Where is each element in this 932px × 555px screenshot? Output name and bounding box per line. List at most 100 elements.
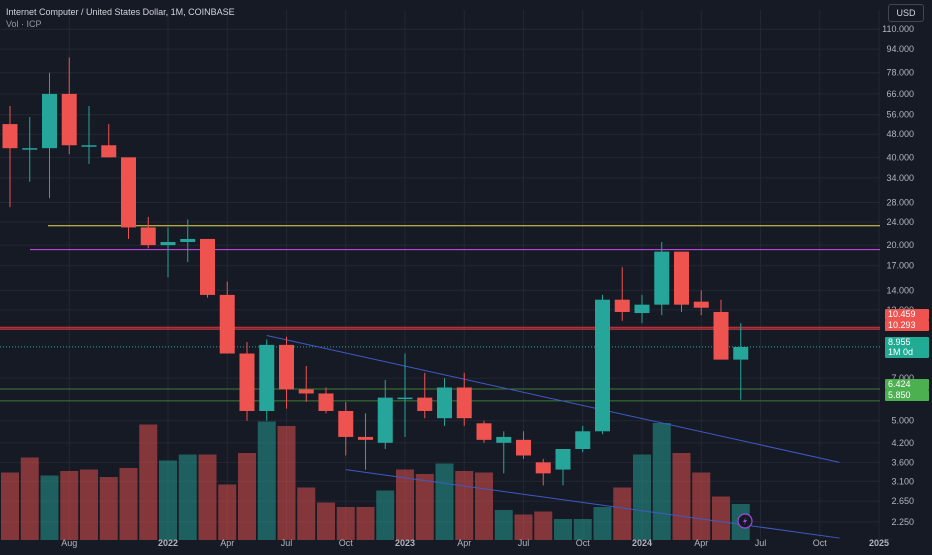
- y-tick-label: 5.000: [891, 416, 914, 426]
- volume-bar: [455, 471, 474, 540]
- resistance-band: [0, 327, 880, 330]
- volume-bar: [1, 472, 19, 540]
- y-tick-label: 2.650: [891, 496, 914, 506]
- volume-bar: [514, 514, 533, 540]
- volume-bar: [159, 460, 177, 540]
- candle-body: [456, 387, 472, 419]
- candle-body: [496, 436, 512, 443]
- volume-bar: [712, 496, 730, 540]
- chart-legend: Internet Computer / United States Dollar…: [6, 6, 235, 30]
- lightning-alert-icon[interactable]: [737, 513, 753, 529]
- candle-body: [733, 346, 749, 360]
- volume-legend[interactable]: Vol · ICP: [6, 19, 42, 29]
- candle-body: [259, 344, 275, 411]
- y-tick-label: 2.250: [891, 517, 914, 527]
- y-tick-label: 110.000: [882, 24, 914, 34]
- candle-body: [279, 344, 294, 390]
- candle-body: [634, 304, 650, 314]
- grid-lines: [0, 10, 880, 540]
- candle-body: [555, 448, 571, 470]
- candle-body: [101, 145, 117, 158]
- y-tick-label: 3.100: [891, 476, 914, 486]
- y-tick-label: 3.600: [891, 457, 914, 467]
- trendlines: [266, 335, 840, 539]
- last-price-tag: 8.955: [885, 337, 929, 348]
- candle-body: [575, 431, 591, 449]
- candle-body: [437, 387, 452, 419]
- x-tick-label: 2023: [395, 538, 415, 548]
- volume-bar: [376, 490, 395, 540]
- volume-bar: [672, 453, 691, 540]
- candle-body: [338, 410, 354, 437]
- x-tick-label: Apr: [220, 538, 234, 548]
- y-tick-label: 40.000: [886, 152, 914, 162]
- candle-body: [674, 251, 689, 305]
- volume-bar: [119, 468, 138, 540]
- x-tick-label: Apr: [457, 538, 471, 548]
- candle-body: [121, 157, 136, 228]
- resistance-tag-lower: 10.293: [885, 320, 929, 331]
- candle-body: [516, 439, 531, 456]
- x-tick-label: Jul: [518, 538, 530, 548]
- x-tick-label: Oct: [813, 538, 828, 548]
- candle-body: [140, 227, 156, 246]
- candle-body: [298, 389, 314, 394]
- resistance-tag-upper: 10.459: [885, 309, 929, 320]
- y-tick-label: 48.000: [886, 129, 914, 139]
- volume-bar: [60, 471, 79, 540]
- volume-bar: [652, 423, 671, 540]
- volume-bar: [356, 507, 375, 540]
- y-tick-label: 66.000: [886, 89, 914, 99]
- candle-body: [180, 238, 196, 243]
- candle-body: [377, 397, 393, 443]
- volume-bar: [297, 487, 316, 540]
- support-tag-lower: 5.850: [885, 390, 929, 401]
- candle-body: [693, 301, 709, 308]
- volume-bar: [40, 475, 59, 540]
- y-tick-label: 28.000: [886, 198, 914, 208]
- x-tick-label: 2024: [632, 538, 652, 548]
- y-tick-label: 20.000: [886, 240, 914, 250]
- volume-bar: [317, 502, 335, 540]
- candle-body: [200, 238, 215, 295]
- volume-bar: [218, 484, 237, 540]
- y-tick-label: 94.000: [886, 44, 914, 54]
- candles: [2, 57, 749, 486]
- volume-bar: [396, 469, 414, 540]
- candle-body: [239, 353, 255, 411]
- x-tick-label: 2025: [869, 538, 889, 548]
- volume-bar: [415, 474, 434, 540]
- y-tick-label: 78.000: [886, 68, 914, 78]
- volume-bar: [573, 519, 592, 540]
- candle-body: [160, 242, 176, 246]
- volume-bar: [238, 453, 256, 540]
- volume-bar: [633, 454, 651, 540]
- candle-body: [595, 299, 610, 432]
- candle-body: [535, 462, 551, 474]
- trendline: [345, 469, 840, 539]
- currency-button[interactable]: USD: [888, 4, 924, 22]
- volume-bar: [593, 507, 612, 540]
- candle-body: [219, 294, 235, 354]
- volume-bar: [613, 487, 632, 540]
- candle-body: [417, 397, 433, 411]
- volume-bar: [99, 477, 118, 540]
- x-tick-label: Oct: [339, 538, 354, 548]
- candle-body: [358, 436, 373, 440]
- volume-bar: [277, 426, 296, 540]
- price-axis: 110.000 94.000 78.000 66.000 56.000 48.000 40.…: [882, 24, 914, 527]
- volume-bar: [435, 463, 454, 540]
- support-tag-upper: 6.424: [885, 379, 929, 390]
- x-tick-label: Aug: [61, 538, 77, 548]
- candle-body: [397, 397, 413, 400]
- volume-bar: [336, 507, 355, 540]
- volume-bar: [692, 472, 711, 540]
- symbol-title[interactable]: Internet Computer / United States Dollar…: [6, 7, 235, 17]
- volume-bars: [1, 421, 750, 540]
- countdown-tag: 1M 0d: [885, 347, 929, 358]
- volume-bar: [198, 454, 217, 540]
- candle-body: [61, 93, 77, 146]
- candle-body: [476, 423, 492, 440]
